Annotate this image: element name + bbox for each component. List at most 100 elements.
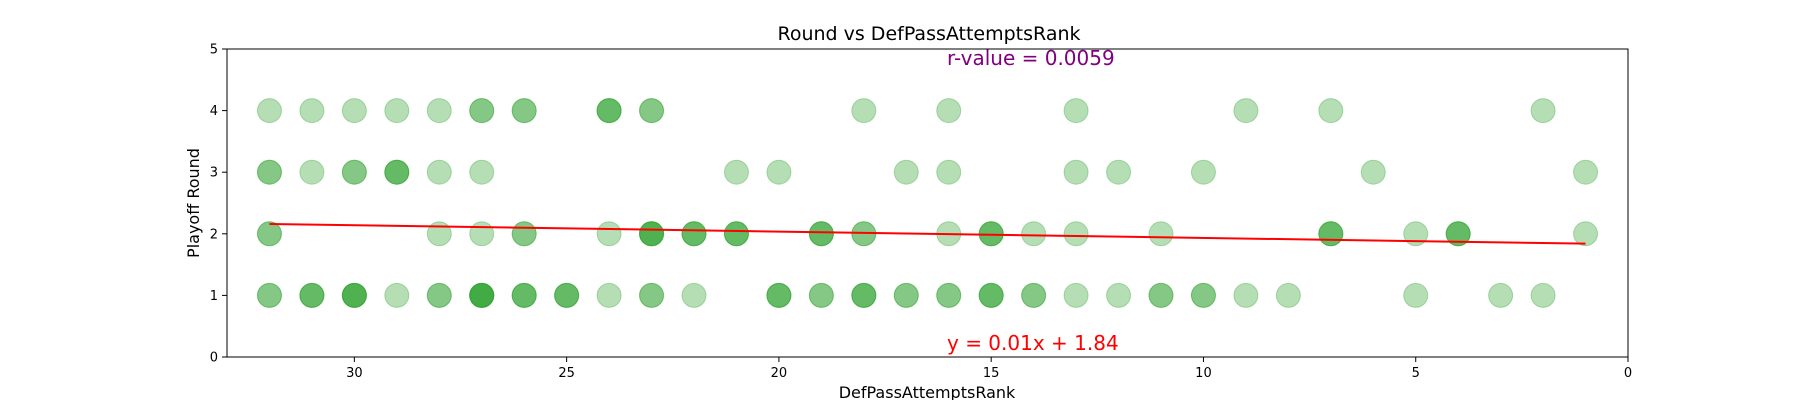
scatter-point (1445, 221, 1471, 247)
scatter-point (1063, 98, 1089, 124)
scatter-point (469, 159, 495, 185)
scatter-point (469, 282, 495, 308)
scatter-point (766, 159, 792, 185)
scatter-point (808, 221, 834, 247)
scatter-point (808, 282, 834, 308)
scatter-point (978, 282, 1004, 308)
scatter-point (469, 98, 495, 124)
y-tick-label: 0 (210, 351, 218, 366)
y-axis-ticks: 0 1 2 3 4 5 (210, 43, 227, 366)
y-tick-label: 3 (210, 166, 218, 181)
scatter-point (808, 221, 834, 247)
scatter-point (299, 98, 325, 124)
scatter-point (766, 282, 792, 308)
x-tick-label: 20 (771, 366, 788, 381)
scatter-point (384, 159, 410, 185)
scatter-point (1021, 282, 1047, 308)
scatter-point (808, 221, 834, 247)
scatter-point (469, 282, 495, 308)
y-tick-label: 2 (210, 227, 218, 242)
scatter-point (723, 221, 749, 247)
scatter-point (341, 159, 367, 185)
scatter-point (893, 282, 919, 308)
scatter-point (256, 221, 282, 247)
scatter-point (639, 282, 665, 308)
scatter-point (1318, 98, 1344, 124)
scatter-point (596, 98, 622, 124)
scatter-point (426, 98, 452, 124)
scatter-point (1530, 98, 1556, 124)
scatter-point (681, 221, 707, 247)
regression-equation-annotation: y = 0.01x + 1.84 (947, 331, 1119, 355)
scatter-point (426, 221, 452, 247)
scatter-point (341, 282, 367, 308)
x-tick-label: 10 (1195, 366, 1212, 381)
scatter-point (384, 98, 410, 124)
scatter-point (299, 282, 325, 308)
scatter-point (766, 282, 792, 308)
scatter-point (936, 159, 962, 185)
scatter-point (639, 221, 665, 247)
scatter-point (1106, 159, 1132, 185)
y-tick-label: 1 (210, 289, 218, 304)
scatter-point (893, 159, 919, 185)
scatter-point (1403, 282, 1429, 308)
scatter-point (681, 221, 707, 247)
scatter-point (256, 221, 282, 247)
scatter-point (1021, 221, 1047, 247)
scatter-point (639, 98, 665, 124)
scatter-point (978, 282, 1004, 308)
regression-line (269, 222, 1586, 245)
scatter-point (554, 282, 580, 308)
scatter-point (808, 282, 834, 308)
scatter-point (1318, 221, 1344, 247)
scatter-point (1403, 221, 1429, 247)
scatter-point (893, 282, 919, 308)
scatter-point (639, 98, 665, 124)
scatter-point (596, 282, 622, 308)
scatter-point (299, 282, 325, 308)
scatter-point (1148, 221, 1174, 247)
y-tick-label: 4 (210, 104, 218, 119)
points-layer (256, 98, 1599, 308)
scatter-point (511, 282, 537, 308)
scatter-point (469, 282, 495, 308)
scatter-point (511, 221, 537, 247)
scatter-point (511, 282, 537, 308)
r-value-annotation: r-value = 0.0059 (947, 46, 1115, 70)
scatter-point (1148, 282, 1174, 308)
scatter-point (256, 159, 282, 185)
scatter-point (341, 282, 367, 308)
scatter-point (469, 282, 495, 308)
scatter-point (936, 282, 962, 308)
scatter-point (723, 159, 749, 185)
x-axis-ticks: 30 25 20 15 10 5 0 (346, 357, 1632, 381)
scatter-point (1063, 221, 1089, 247)
scatter-point (596, 98, 622, 124)
scatter-point (299, 282, 325, 308)
scatter-point (1360, 159, 1386, 185)
x-tick-label: 30 (346, 366, 363, 381)
x-tick-label: 0 (1624, 366, 1632, 381)
scatter-point (639, 221, 665, 247)
scatter-point (469, 221, 495, 247)
scatter-point (1530, 282, 1556, 308)
scatter-point (1233, 282, 1259, 308)
scatter-point (341, 98, 367, 124)
scatter-point (426, 282, 452, 308)
scatter-point (1190, 282, 1216, 308)
scatter-point (384, 159, 410, 185)
scatter-point (341, 282, 367, 308)
scatter-point (256, 282, 282, 308)
scatter-point (936, 282, 962, 308)
scatter-point (681, 221, 707, 247)
plot-frame (226, 48, 1629, 358)
scatter-point (936, 98, 962, 124)
x-tick-label: 15 (983, 366, 1000, 381)
scatter-point (639, 221, 665, 247)
scatter-point (511, 282, 537, 308)
scatter-point (299, 159, 325, 185)
scatter-point (851, 98, 877, 124)
scatter-point (511, 98, 537, 124)
